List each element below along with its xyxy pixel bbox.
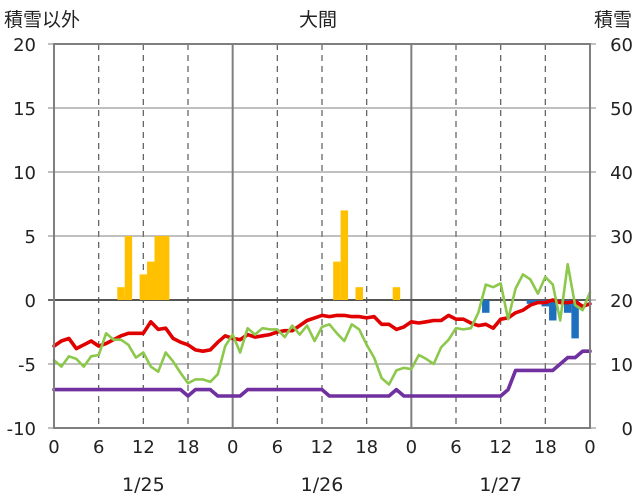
x-tick-label: 12 (132, 437, 155, 458)
lines-layer (52, 262, 592, 398)
left-tick-label: 20 (13, 35, 36, 56)
x-tick-label: 0 (48, 437, 59, 458)
x-tick-label: 18 (355, 437, 378, 458)
date-label: 1/26 (301, 474, 344, 496)
precip-bar (139, 274, 148, 300)
precip-bar (340, 210, 349, 300)
x-tick-label: 18 (177, 437, 200, 458)
precip-bar (333, 261, 341, 300)
x-tick-label: 12 (311, 437, 334, 458)
grid-lines (48, 43, 596, 429)
snow_change-bar (482, 300, 490, 313)
right-tick-label: 10 (610, 355, 633, 376)
left-tick-label: 10 (13, 163, 36, 184)
precip-bar (154, 236, 162, 300)
precip-bar (117, 287, 125, 300)
right-tick-label: 40 (610, 163, 633, 184)
x-tick-label: 0 (584, 437, 595, 458)
left-tick-label: 0 (25, 291, 36, 312)
x-tick-label: 6 (93, 437, 104, 458)
left-tick-label: -5 (18, 355, 36, 376)
x-tick-label: 0 (406, 437, 417, 458)
x-tick-label: 6 (450, 437, 461, 458)
x-tick-label: 6 (272, 437, 283, 458)
left-axis-title: 積雪以外 (4, 9, 80, 31)
right-tick-label: 0 (622, 419, 633, 440)
right-axis-title: 積雪 (594, 9, 632, 31)
x-tick-label: 18 (534, 437, 557, 458)
precip-bar (124, 236, 133, 300)
right-tick-label: 50 (610, 99, 633, 120)
x-tick-label: 12 (489, 437, 512, 458)
left-tick-label: 5 (25, 227, 36, 248)
precip-bar (161, 236, 170, 300)
date-label: 1/27 (479, 474, 522, 496)
snow_depth-line (52, 349, 592, 398)
snow_change-bar (526, 300, 535, 304)
left-tick-label: -10 (7, 419, 36, 440)
left-tick-label: 15 (13, 99, 36, 120)
precip-bar (392, 287, 401, 300)
bars-layer (117, 210, 579, 339)
plot-frame (53, 43, 591, 429)
chart-title: 大間 (299, 9, 337, 31)
temperature-line (52, 298, 592, 354)
precip-bar (147, 261, 155, 300)
wind-line (52, 262, 592, 386)
snow_change-bar (563, 300, 572, 313)
x-tick-label: 0 (227, 437, 238, 458)
snow_change-bar (549, 300, 557, 321)
precip-bar (355, 287, 363, 300)
date-label: 1/25 (122, 474, 165, 496)
right-tick-label: 60 (610, 35, 633, 56)
snow_change-bar (571, 300, 579, 339)
right-tick-label: 20 (610, 291, 633, 312)
right-tick-label: 30 (610, 227, 633, 248)
